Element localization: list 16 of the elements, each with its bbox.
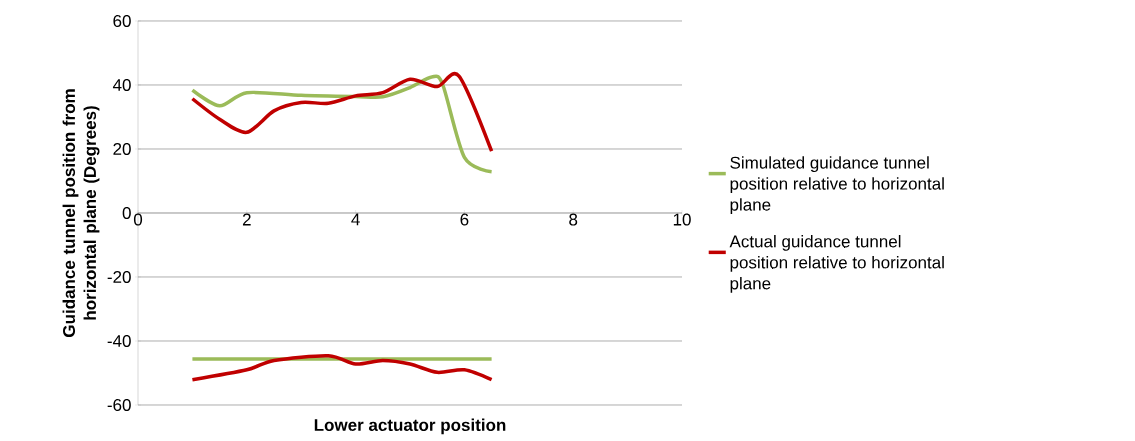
y-tick-label: -20 [107, 270, 131, 284]
x-tick-label: 10 [673, 213, 691, 226]
x-tick-label: 8 [569, 213, 578, 226]
y-tick-label: 60 [113, 14, 131, 28]
y-axis-title: Guidance tunnel position from horizontal plane (Degrees) [62, 89, 100, 337]
legend-label: Actual guidance tunnel position relative to horizontal plane [729, 234, 944, 293]
legend-label: Simulated guidance tunnel position relative to horizontal plane [730, 156, 944, 215]
y-tick-label: 20 [113, 142, 131, 156]
x-tick-label: 4 [351, 213, 360, 226]
y-tick-label: 40 [112, 78, 131, 92]
y-tick-label: -60 [107, 398, 131, 412]
x-tick-label: 6 [460, 213, 469, 226]
x-tick-label: 2 [242, 213, 251, 226]
x-tick-label: 0 [133, 213, 143, 226]
x-axis-title: Lower actuator position [314, 418, 506, 435]
y-tick-label: -40 [107, 334, 131, 348]
